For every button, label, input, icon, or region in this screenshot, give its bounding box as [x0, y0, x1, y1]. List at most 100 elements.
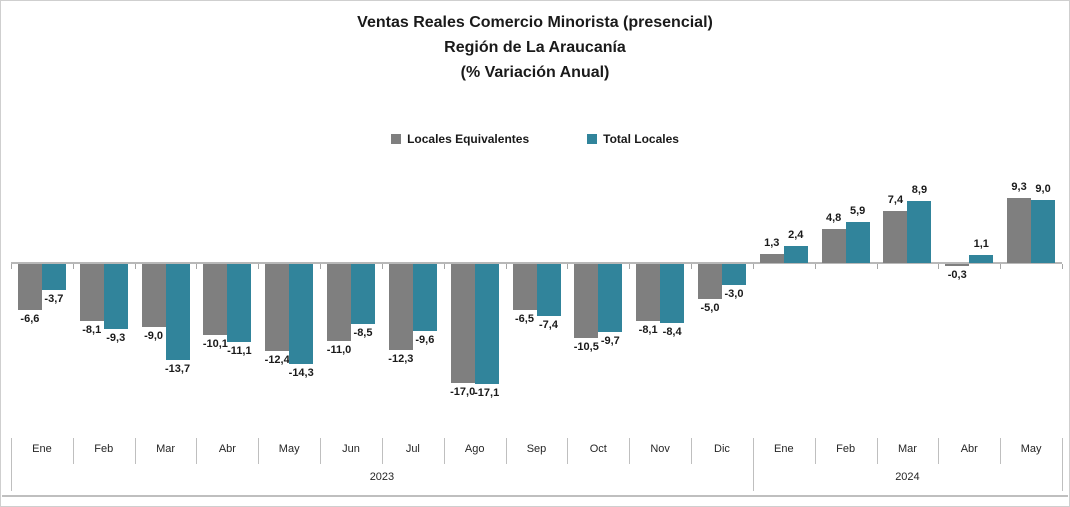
value-label: -6,6 — [20, 313, 40, 326]
axis-tick — [11, 264, 12, 269]
bar-locales-equivalentes — [79, 264, 104, 321]
bar-locales-equivalentes — [636, 264, 661, 321]
bar-locales-equivalentes — [327, 264, 352, 341]
month-label: Jul — [405, 443, 420, 455]
value-label: -8,1 — [638, 323, 658, 336]
axis-tick — [320, 264, 322, 269]
axis-tick — [72, 264, 74, 269]
month-separator — [443, 438, 445, 464]
value-label: -12,4 — [264, 353, 290, 366]
value-label: 1,1 — [973, 238, 989, 251]
value-label: -10,1 — [202, 337, 228, 350]
value-label: -10,5 — [573, 340, 599, 353]
bar-total-locales — [845, 221, 870, 263]
month-separator — [691, 438, 693, 464]
value-label: -5,0 — [700, 302, 720, 314]
axis-tick — [691, 264, 693, 269]
value-label: 7,4 — [887, 194, 904, 207]
month-label: Ene — [773, 443, 794, 455]
bar-total-locales — [289, 264, 314, 365]
month-label: Mar — [156, 443, 176, 455]
month-separator — [320, 438, 322, 464]
bar-locales-equivalentes — [388, 264, 413, 351]
month-label: May — [1020, 443, 1042, 455]
chart-title-line-2: Región de La Araucanía — [444, 39, 626, 56]
month-separator — [381, 438, 383, 464]
axis-tick — [505, 264, 507, 269]
value-label: -17,1 — [474, 386, 500, 399]
value-label: -11,0 — [326, 344, 352, 356]
value-label: -14,3 — [288, 367, 314, 380]
axis-tick — [752, 264, 754, 269]
value-label: -0,3 — [947, 269, 967, 282]
month-separator — [567, 438, 569, 464]
month-label: Oct — [589, 443, 607, 455]
value-label: -9,3 — [106, 332, 126, 345]
axis-tick — [567, 264, 569, 269]
bar-locales-equivalentes — [883, 211, 908, 263]
bar-locales-equivalentes — [512, 264, 537, 310]
value-label: -3,0 — [724, 288, 744, 300]
month-separator — [72, 438, 74, 464]
bar-total-locales — [165, 264, 190, 360]
bar-total-locales — [474, 264, 499, 384]
value-label: -12,3 — [388, 353, 414, 366]
bar-locales-equivalentes — [574, 264, 599, 338]
bar-locales-equivalentes — [697, 264, 722, 299]
value-label: -9,0 — [144, 330, 164, 342]
bar-locales-equivalentes — [141, 264, 166, 327]
value-label: 8,9 — [911, 183, 928, 196]
value-label: -6,5 — [515, 312, 534, 325]
month-label: Ago — [464, 443, 485, 455]
bar-total-locales — [536, 264, 561, 316]
chart-title: Ventas Reales Comercio Minorista (presen… — [1, 10, 1069, 85]
bar-locales-equivalentes — [203, 264, 228, 335]
year-separator — [11, 438, 12, 491]
value-label: -9,6 — [415, 334, 435, 347]
legend-item-locales-equivalentes: Locales Equivalentes — [391, 132, 529, 146]
axis-tick — [876, 264, 878, 269]
chart-title-line-3: (% Variación Anual) — [460, 64, 610, 81]
value-label: 2,4 — [788, 229, 804, 242]
value-label: -11,1 — [227, 344, 252, 357]
month-label: Ene — [32, 443, 52, 455]
month-label: Mar — [897, 443, 917, 455]
bar-locales-equivalentes — [759, 253, 784, 263]
bar-total-locales — [103, 264, 128, 330]
legend-swatch-1 — [587, 134, 598, 144]
month-label: Abr — [218, 443, 236, 455]
value-label: -8,4 — [662, 325, 682, 338]
axis-tick — [258, 264, 260, 269]
value-label: -13,7 — [165, 362, 191, 375]
legend-item-total-locales: Total Locales — [587, 132, 679, 146]
year-separator — [752, 438, 754, 491]
axis-tick — [814, 264, 816, 269]
bar-total-locales — [721, 264, 746, 285]
value-label: -8,1 — [82, 323, 102, 336]
month-separator — [505, 438, 507, 464]
bar-locales-equivalentes — [945, 264, 970, 267]
year-label: 2023 — [369, 471, 395, 483]
zero-axis-line — [11, 262, 1062, 264]
axis-tick — [1062, 264, 1063, 269]
chart-title-line-1: Ventas Reales Comercio Minorista (presen… — [357, 14, 713, 31]
bar-total-locales — [227, 264, 252, 342]
axis-tick — [196, 264, 198, 269]
value-label: -3,7 — [44, 292, 64, 305]
value-label: 9,3 — [1011, 180, 1027, 193]
value-label: -8,5 — [353, 326, 373, 339]
value-label: -7,4 — [539, 318, 558, 331]
axis-tick — [1000, 264, 1002, 269]
legend-label-locales-equivalentes: Locales Equivalentes — [407, 132, 530, 146]
bar-total-locales — [969, 255, 994, 263]
month-separator — [1000, 438, 1002, 464]
month-separator — [938, 438, 940, 464]
month-separator — [814, 438, 816, 464]
month-separator — [258, 438, 260, 464]
bar-locales-equivalentes — [821, 229, 846, 263]
month-separator — [876, 438, 878, 464]
bar-total-locales — [598, 264, 623, 332]
month-separator — [196, 438, 198, 464]
bar-total-locales — [412, 264, 437, 332]
value-label: 1,3 — [764, 236, 780, 249]
